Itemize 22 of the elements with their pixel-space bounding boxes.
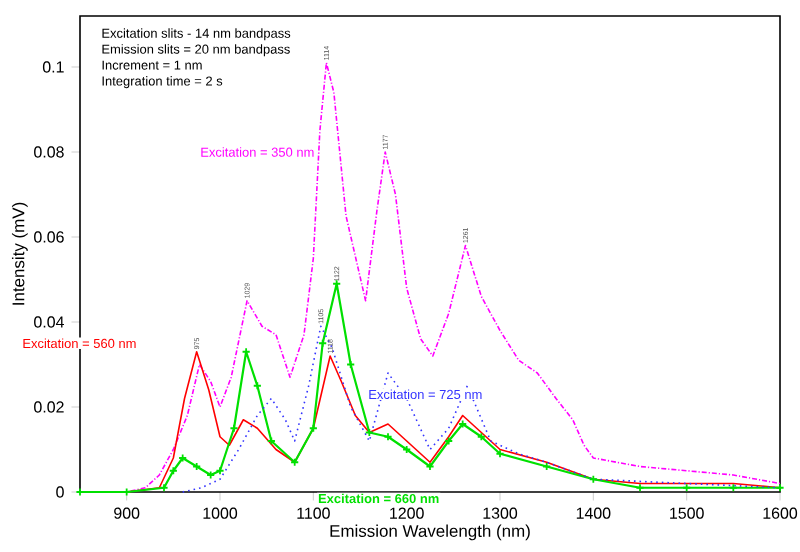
x-axis-title: Emission Wavelength (nm) [330,524,530,541]
point [476,432,486,442]
point [458,419,468,429]
point [728,483,738,493]
point [252,381,262,391]
point [290,457,300,467]
point [159,483,169,493]
point [229,423,239,433]
point [682,483,692,493]
point [206,470,216,480]
point [178,453,188,463]
point [383,432,393,442]
point [635,483,645,493]
point [444,436,454,446]
point [308,423,318,433]
point [168,466,178,476]
point [266,436,276,446]
point [215,466,225,476]
point [318,338,328,348]
y-axis-title: Intensity (mV) [11,202,28,305]
point [495,449,505,459]
point [588,474,598,484]
